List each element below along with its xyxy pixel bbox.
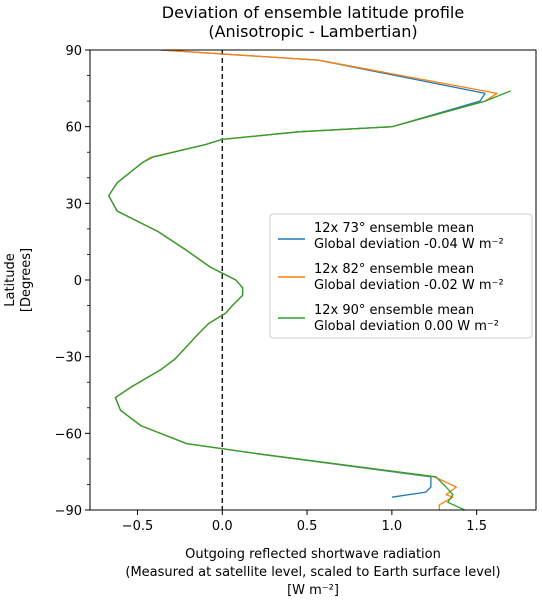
- x-tick-label: 0.0: [212, 519, 233, 534]
- chart-subtitle-text: (Anisotropic - Lambertian): [208, 22, 417, 41]
- x-axis-ticks: −0.5 0.0 0.5 1.0 1.5: [122, 510, 487, 534]
- legend-label-82-line-1: 12x 82° ensemble mean: [314, 262, 474, 277]
- y-tick-label: 60: [65, 121, 82, 136]
- x-axis-label-line-1: Outgoing reflected shortwave radiation: [185, 547, 441, 562]
- legend-label-73-line-2: Global deviation -0.04 W m⁻²: [314, 237, 504, 252]
- x-tick-label: −0.5: [122, 519, 154, 534]
- legend-label-82-line-2: Global deviation -0.02 W m⁻²: [314, 278, 504, 293]
- y-tick-label: 90: [65, 44, 82, 59]
- y-axis-ticks: −90 −60 −30 0 30 60 90: [55, 44, 90, 519]
- x-tick-label: 0.5: [297, 519, 318, 534]
- legend: 12x 73° ensemble mean Global deviation -…: [269, 213, 533, 339]
- x-axis-label-line-2: (Measured at satellite level, scaled to …: [125, 565, 500, 580]
- y-axis-label-line-2: [Degrees]: [19, 248, 34, 312]
- legend-entry-90: 12x 90° ensemble mean Global deviation 0…: [278, 303, 499, 334]
- x-axis-label-line-3: [W m⁻²]: [287, 583, 339, 598]
- series-line-2: [108, 90, 511, 510]
- legend-entry-82: 12x 82° ensemble mean Global deviation -…: [278, 262, 504, 293]
- legend-label-73-line-1: 12x 73° ensemble mean: [314, 221, 474, 236]
- legend-label-90-line-2: Global deviation 0.00 W m⁻²: [314, 319, 499, 334]
- legend-label-90-line-1: 12x 90° ensemble mean: [314, 303, 474, 318]
- series-lines: [108, 50, 511, 510]
- legend-box: [269, 213, 533, 339]
- y-tick-label: −90: [55, 504, 82, 519]
- x-axis-label: Outgoing reflected shortwave radiation (…: [125, 547, 500, 598]
- y-tick-label: −30: [55, 351, 82, 366]
- x-tick-label: 1.0: [382, 519, 403, 534]
- legend-entry-73: 12x 73° ensemble mean Global deviation -…: [278, 221, 504, 252]
- chart-title: Deviation of ensemble latitude profile (…: [162, 3, 464, 41]
- y-axis-label-line-1: Latitude: [3, 253, 18, 307]
- y-axis-label: Latitude [Degrees]: [3, 248, 34, 312]
- y-tick-label: 30: [65, 197, 82, 212]
- y-tick-label: 0: [74, 274, 82, 289]
- x-tick-label: 1.5: [466, 519, 487, 534]
- y-tick-label: −60: [55, 427, 82, 442]
- chart-title-text: Deviation of ensemble latitude profile: [162, 3, 464, 22]
